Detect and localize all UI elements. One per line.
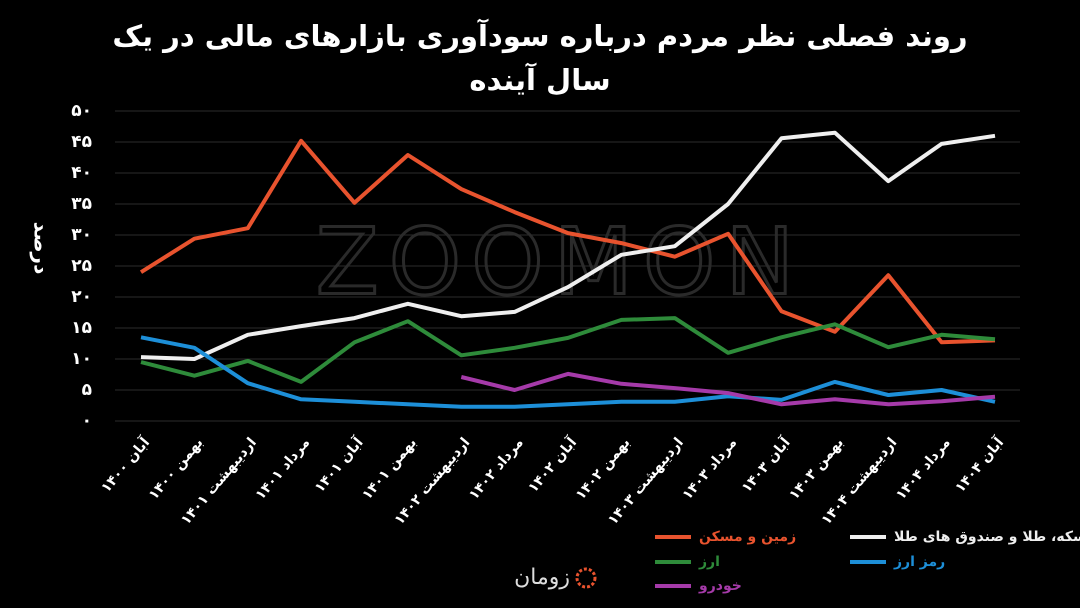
y-axis-label: درصد (30, 222, 54, 275)
y-tick-label: ۳۵ (71, 194, 92, 214)
x-tick-label: بهمن ۱۴۰۱ (359, 435, 420, 503)
legend-label: زمین و مسکن (699, 529, 796, 545)
series-line (140, 335, 996, 409)
brand-name: زومان (514, 565, 570, 590)
y-tick-label: ۱۵ (71, 318, 92, 338)
series-line (140, 130, 996, 361)
y-tick-label: ۵ (82, 380, 92, 400)
series-line (140, 316, 996, 384)
y-tick-label: ۱۰ (71, 349, 92, 369)
y-tick-label: ۴۰ (71, 163, 92, 183)
x-tick-label: آبان ۱۴۰۱ (310, 433, 367, 496)
legend-item: زمین و مسکن (655, 529, 796, 545)
x-tick-label: آبان ۱۴۰۳ (737, 433, 794, 496)
legend-label: رمز ارز (893, 554, 945, 570)
x-tick-label: مرداد ۱۴۰۴ (893, 435, 954, 503)
x-tick-label: بهمن ۱۴۰۰ (146, 435, 207, 503)
y-tick-label: ۳۰ (71, 225, 92, 245)
legend-label: خودرو (698, 578, 742, 594)
x-tick-label: آبان ۱۴۰۲ (524, 433, 581, 496)
y-tick-label: ۵۰ (71, 101, 92, 121)
legend-item: ارز (655, 554, 720, 570)
y-tick-label: ۲۵ (71, 256, 92, 276)
x-tick-label: مرداد ۱۴۰۱ (252, 435, 313, 503)
legend-item: سکه، طلا و صندوق های طلا (850, 529, 1080, 545)
y-tick-label: ۴۵ (71, 132, 92, 152)
x-tick-label: آبان ۱۴۰۰ (97, 433, 154, 496)
brand-icon (575, 567, 597, 589)
legend-item: خودرو (655, 578, 742, 594)
x-tick-label: بهمن ۱۴۰۳ (786, 435, 847, 503)
y-tick-label: ۰ (82, 411, 92, 431)
series-line (460, 371, 996, 407)
y-tick-label: ۲۰ (71, 287, 92, 307)
brand-logo: زومان (514, 565, 597, 590)
watermark: ZOOMON (316, 208, 804, 315)
legend-label: سکه، طلا و صندوق های طلا (894, 529, 1080, 545)
x-tick-label: بهمن ۱۴۰۲ (573, 435, 634, 503)
legend-item: رمز ارز (850, 554, 945, 570)
chart-title: روند فصلی نظر مردم درباره سودآوری بازاره… (112, 19, 968, 97)
x-tick-label: مرداد ۱۴۰۲ (466, 435, 527, 503)
x-tick-label: مرداد ۱۴۰۳ (679, 435, 740, 503)
x-tick-label: آبان ۱۴۰۴ (951, 433, 1008, 496)
legend-label: ارز (698, 554, 720, 570)
series-line (139, 138, 996, 345)
